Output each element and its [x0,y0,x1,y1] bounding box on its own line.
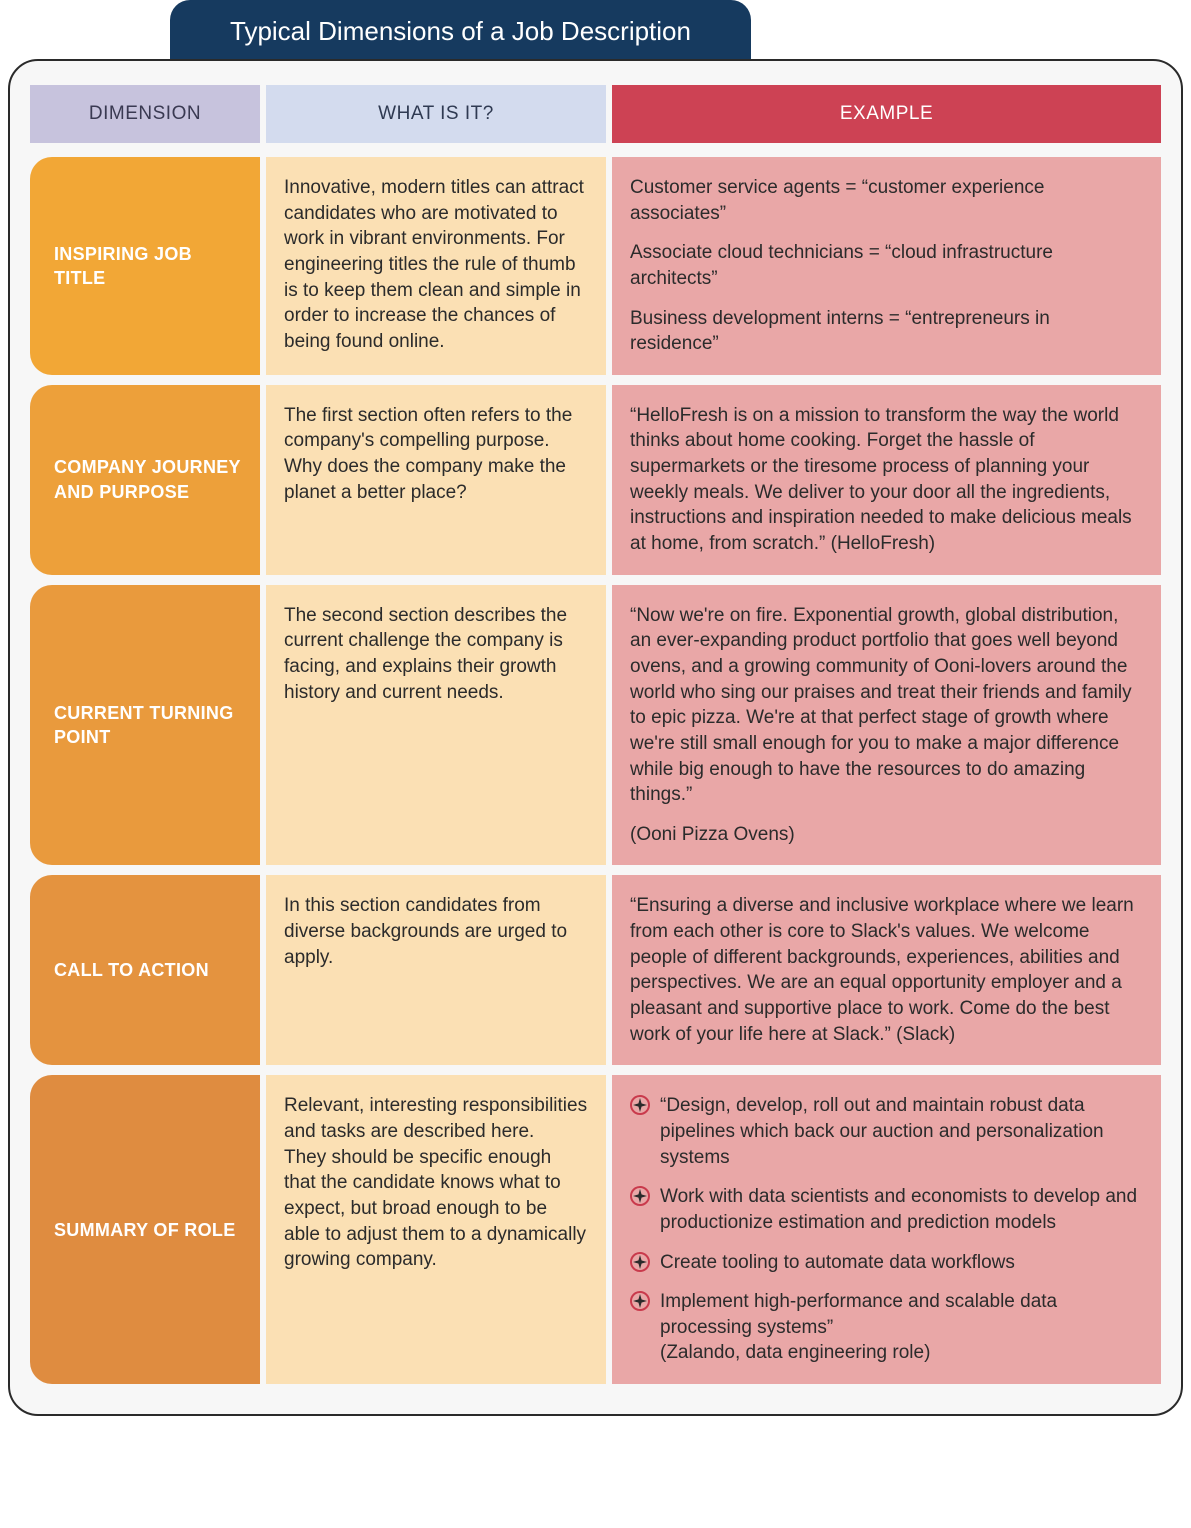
example-paragraph: Associate cloud technicians = “cloud inf… [630,240,1143,291]
bullet-text: “Design, develop, roll out and maintain … [660,1095,1104,1167]
title-text: Typical Dimensions of a Job Description [230,16,691,46]
example-cell: Customer service agents = “customer expe… [612,157,1161,375]
bullet-text: Implement high-performance and scalable … [660,1291,1057,1338]
dimension-cell: CALL TO ACTION [30,875,260,1065]
bullet-icon [630,1095,650,1115]
list-item: “Design, develop, roll out and maintain … [630,1093,1143,1170]
header-row: DIMENSION WHAT IS IT? EXAMPLE [30,85,1161,143]
example-paragraph: Customer service agents = “customer expe… [630,175,1143,226]
dimension-label: INSPIRING JOB TITLE [54,242,242,291]
bullet-icon [630,1186,650,1206]
table-row: INSPIRING JOB TITLE Innovative, modern ti… [30,157,1161,375]
what-cell: Innovative, modern titles can attract ca… [266,157,606,375]
bullet-icon [630,1291,650,1311]
list-item: Create tooling to automate data workflow… [630,1250,1143,1276]
dimension-label: SUMMARY OF ROLE [54,1218,236,1242]
dimension-cell: CURRENT TURNING POINT [30,585,260,866]
table-row: CALL TO ACTION In this section candidates… [30,875,1161,1065]
dimension-cell: SUMMARY OF ROLE [30,1075,260,1384]
table-row: CURRENT TURNING POINT The second section … [30,585,1161,866]
table-row: SUMMARY OF ROLE Relevant, interesting res… [30,1075,1161,1384]
dimension-label: COMPANY JOURNEY AND PURPOSE [54,455,242,504]
example-paragraph: “Ensuring a diverse and inclusive workpl… [630,893,1143,1047]
what-cell: Relevant, interesting responsibilities a… [266,1075,606,1384]
table-row: COMPANY JOURNEY AND PURPOSE The first sec… [30,385,1161,575]
rows-container: INSPIRING JOB TITLE Innovative, modern ti… [30,157,1161,1384]
what-cell: The first section often refers to the co… [266,385,606,575]
header-dimension: DIMENSION [30,85,260,143]
what-cell: In this section candidates from diverse … [266,875,606,1065]
bullet-list: “Design, develop, roll out and maintain … [630,1093,1143,1340]
dimension-label: CALL TO ACTION [54,958,209,982]
bullet-text: Create tooling to automate data workflow… [660,1252,1015,1273]
attribution: (Zalando, data engineering role) [630,1340,1143,1366]
example-cell: “Ensuring a diverse and inclusive workpl… [612,875,1161,1065]
dimension-label: CURRENT TURNING POINT [54,701,242,750]
bullet-icon [630,1252,650,1272]
what-cell: The second section describes the current… [266,585,606,866]
dimension-cell: INSPIRING JOB TITLE [30,157,260,375]
list-item: Work with data scientists and economists… [630,1184,1143,1235]
example-cell: “HelloFresh is on a mission to transform… [612,385,1161,575]
example-paragraph: “HelloFresh is on a mission to transform… [630,403,1143,557]
bullet-text: Work with data scientists and economists… [660,1186,1137,1233]
header-example: EXAMPLE [612,85,1161,143]
example-cell: “Now we're on fire. Exponential growth, … [612,585,1161,866]
example-paragraph: Business development interns = “entrepre… [630,306,1143,357]
table-frame: DIMENSION WHAT IS IT? EXAMPLE INSPIRING … [8,59,1183,1416]
list-item: Implement high-performance and scalable … [630,1289,1143,1340]
header-what: WHAT IS IT? [266,85,606,143]
example-cell: “Design, develop, roll out and maintain … [612,1075,1161,1384]
example-paragraph: “Now we're on fire. Exponential growth, … [630,603,1143,808]
dimension-cell: COMPANY JOURNEY AND PURPOSE [30,385,260,575]
example-paragraph: (Ooni Pizza Ovens) [630,822,1143,848]
